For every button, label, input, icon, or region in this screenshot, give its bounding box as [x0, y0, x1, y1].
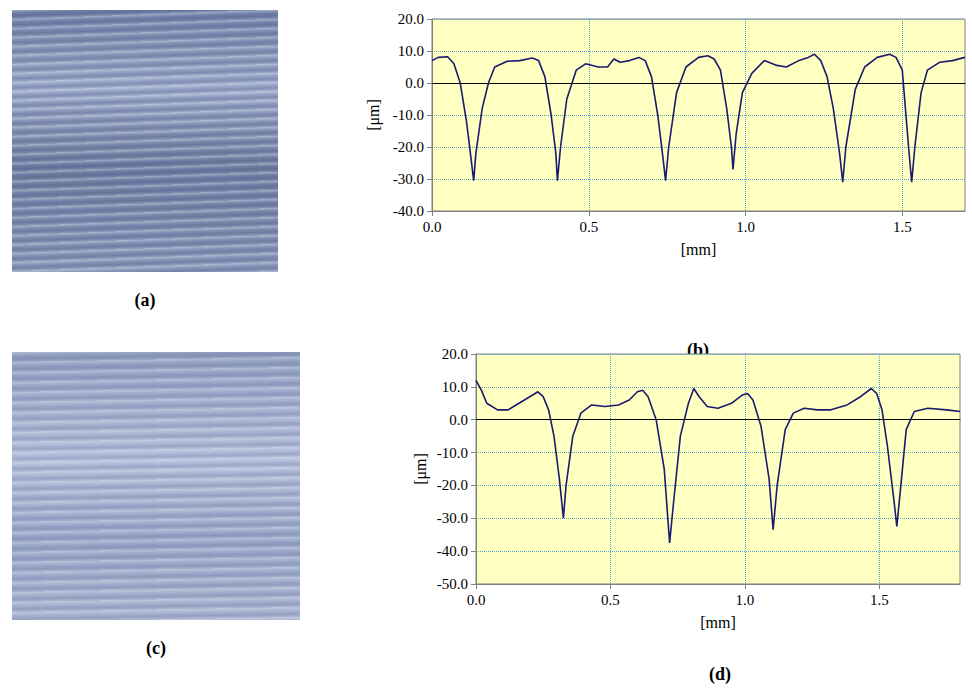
svg-text:10.0: 10.0	[442, 379, 468, 395]
svg-text:-20.0: -20.0	[437, 477, 468, 493]
svg-text:[mm]: [mm]	[681, 241, 717, 258]
html-text:(b): (b)	[687, 340, 709, 360]
svg-text:0.0: 0.0	[467, 592, 486, 608]
svg-text:[μm]: [μm]	[412, 453, 430, 485]
svg-text:20.0: 20.0	[398, 11, 424, 27]
svg-text:-50.0: -50.0	[437, 576, 468, 592]
svg-text:[μm]: [μm]	[365, 99, 383, 131]
svg-text:1.5: 1.5	[893, 219, 912, 235]
svg-text:0.5: 0.5	[579, 219, 598, 235]
svg-text:1.0: 1.0	[736, 592, 755, 608]
svg-text:-40.0: -40.0	[437, 543, 468, 559]
svg-text:20.0: 20.0	[442, 346, 468, 362]
svg-text:1.0: 1.0	[736, 219, 755, 235]
html-text:(c): (c)	[146, 638, 166, 658]
svg-text:[mm]: [mm]	[700, 614, 736, 631]
svg-text:10.0: 10.0	[398, 43, 424, 59]
svg-text:0.0: 0.0	[423, 219, 442, 235]
svg-text:1.5: 1.5	[870, 592, 889, 608]
svg-text:-30.0: -30.0	[437, 510, 468, 526]
html-text:(d): (d)	[709, 664, 731, 684]
svg-text:-20.0: -20.0	[393, 139, 424, 155]
svg-text:0.0: 0.0	[449, 412, 468, 428]
svg-text:-10.0: -10.0	[393, 107, 424, 123]
svg-text:-10.0: -10.0	[437, 445, 468, 461]
svg-text:0.0: 0.0	[405, 75, 424, 91]
html-text:(a): (a)	[134, 290, 156, 310]
svg-text:-30.0: -30.0	[393, 171, 424, 187]
svg-text:-40.0: -40.0	[393, 203, 424, 219]
svg-text:0.5: 0.5	[601, 592, 620, 608]
